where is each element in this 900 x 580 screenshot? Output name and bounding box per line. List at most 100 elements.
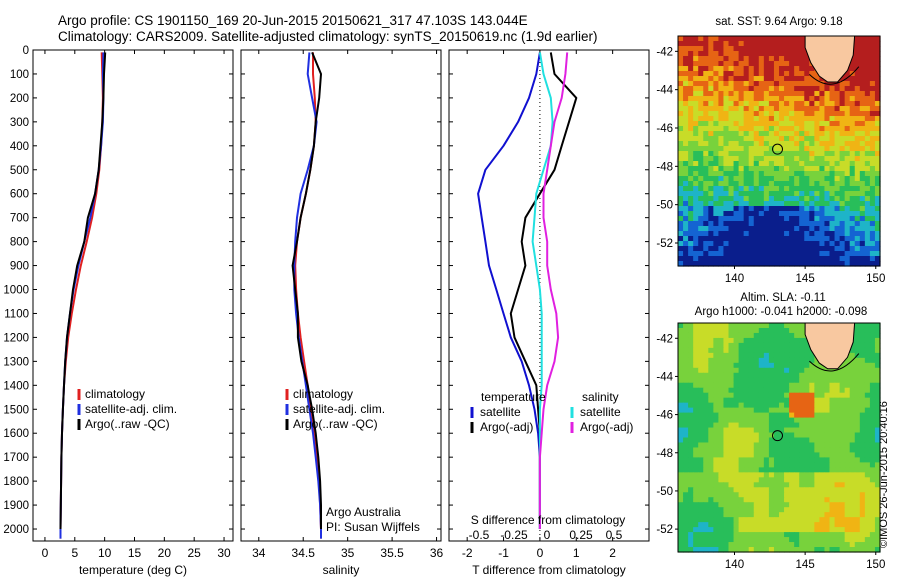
map-cell: [763, 206, 770, 212]
map-cell: [688, 46, 694, 52]
map-cell: [869, 327, 876, 334]
map-cell: [794, 71, 800, 77]
map-cell: [789, 181, 795, 187]
map-cell: [799, 517, 805, 523]
map-cell: [784, 332, 790, 339]
map-cell: [784, 116, 790, 122]
map-cell: [723, 226, 730, 232]
map-cell: [768, 221, 775, 227]
map-cell: [824, 472, 831, 478]
map-cell: [703, 231, 709, 237]
map-cell: [693, 432, 699, 439]
map-cell: [834, 111, 841, 117]
map-cell: [809, 417, 815, 424]
map-cell: [829, 392, 836, 399]
map-cell: [784, 512, 790, 518]
map-cell: [869, 81, 876, 87]
map-cell: [703, 372, 709, 379]
map-cell: [799, 246, 805, 252]
map-cell: [829, 492, 836, 498]
map-cell: [743, 166, 750, 172]
map-cell: [874, 41, 881, 47]
map-cell: [698, 392, 704, 399]
map-cell: [789, 126, 795, 132]
map-cell: [854, 537, 861, 543]
map-cell: [824, 527, 831, 533]
map-cell: [758, 56, 765, 62]
map-cell: [708, 221, 714, 227]
map-cell: [814, 407, 820, 414]
map-cell: [753, 46, 760, 52]
map-cell: [683, 362, 689, 369]
map-cell: [728, 382, 735, 389]
map-cell: [708, 81, 714, 87]
map-cell: [874, 427, 881, 434]
map-cell: [738, 323, 745, 329]
map-cell: [738, 497, 745, 503]
map-cell: [844, 497, 851, 503]
map-cell: [814, 492, 820, 498]
map-cell: [779, 81, 785, 87]
map-cell: [678, 487, 684, 493]
map-cell: [834, 181, 841, 187]
map-cell: [728, 36, 735, 42]
map-cell: [758, 61, 765, 67]
map-cell: [708, 256, 714, 262]
map-cell: [758, 136, 765, 142]
map-cell: [819, 502, 826, 508]
map-cell: [683, 487, 689, 493]
map-cell: [723, 517, 730, 523]
map-cell: [789, 362, 795, 369]
map-cell: [854, 367, 861, 374]
map-cell: [773, 532, 780, 538]
map-lat-label: -46: [656, 410, 673, 422]
map-cell: [698, 211, 704, 217]
map-cell: [834, 482, 841, 488]
map-cell: [819, 151, 826, 157]
map-cell: [723, 101, 730, 107]
map-cell: [733, 407, 740, 414]
map-cell: [849, 407, 856, 414]
map-cell: [834, 472, 841, 478]
map-cell: [784, 517, 790, 523]
map-cell: [683, 547, 689, 553]
map-cell: [844, 111, 851, 117]
map-lat-label: -52: [656, 524, 673, 536]
map-cell: [794, 236, 800, 242]
map-cell: [738, 367, 745, 374]
map-cell: [748, 66, 755, 72]
map-cell: [738, 547, 745, 553]
map-cell: [814, 477, 820, 483]
map-cell: [768, 166, 775, 172]
map-cell: [794, 507, 800, 513]
map-cell: [799, 46, 805, 52]
map-cell: [753, 61, 760, 67]
x-tick-label: 15: [128, 546, 142, 560]
map-cell: [708, 542, 714, 548]
map-cell: [753, 111, 760, 117]
map-cell: [874, 241, 881, 247]
map-cell: [738, 507, 745, 513]
map-cell: [784, 432, 790, 439]
map-cell: [708, 136, 714, 142]
map-cell: [753, 392, 760, 399]
map-cell: [768, 111, 775, 117]
map-cell: [789, 186, 795, 192]
map-cell: [824, 402, 831, 409]
map-cell: [748, 201, 755, 207]
map-cell: [854, 106, 861, 112]
map-cell: [763, 176, 770, 182]
map-cell: [794, 332, 800, 339]
map-cell: [768, 447, 775, 454]
map-cell: [768, 191, 775, 197]
map-cell: [834, 492, 841, 498]
map-cell: [844, 76, 851, 82]
map-cell: [789, 432, 795, 439]
map-cell: [753, 226, 760, 232]
map-cell: [738, 141, 745, 147]
map-cell: [738, 51, 745, 57]
map-cell: [728, 352, 735, 359]
map-cell: [784, 166, 790, 172]
map-cell: [809, 532, 815, 538]
map-cell: [773, 507, 780, 513]
